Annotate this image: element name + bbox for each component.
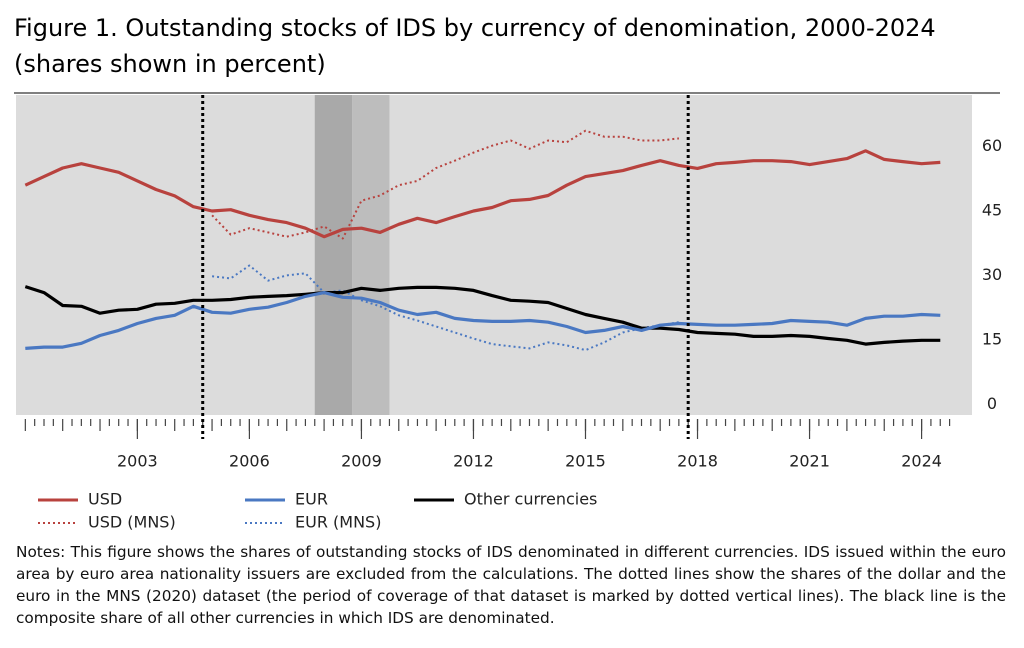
- x-tick-label: 2018: [677, 452, 718, 471]
- plot-background: [16, 95, 972, 415]
- y-tick-label: 15: [982, 329, 1002, 348]
- x-tick-label: 2003: [117, 452, 158, 471]
- shaded-period: [352, 95, 390, 415]
- x-tick-label: 2006: [229, 452, 270, 471]
- chart: Figure 1. Outstanding stocks of IDS by c…: [14, 14, 1002, 532]
- x-tick-label: 2021: [789, 452, 830, 471]
- legend-label: USD (MNS): [88, 513, 176, 532]
- x-tick-label: 2024: [901, 452, 942, 471]
- series-line: [24, 285, 941, 346]
- legend-label: USD: [88, 490, 122, 509]
- notes: Notes: This figure shows the shares of o…: [16, 543, 1006, 627]
- chart-title: Figure 1. Outstanding stocks of IDS by c…: [14, 14, 936, 42]
- y-tick-label: 60: [982, 136, 1002, 155]
- legend-label: Other currencies: [464, 490, 597, 509]
- legend-label: EUR (MNS): [295, 513, 381, 532]
- y-tick-label: 45: [982, 200, 1002, 219]
- y-tick-label: 0: [987, 394, 997, 413]
- chart-subtitle: (shares shown in percent): [14, 50, 326, 78]
- x-tick-label: 2012: [453, 452, 494, 471]
- y-tick-label: 30: [982, 265, 1002, 284]
- series-line: [211, 264, 680, 352]
- shaded-period: [314, 95, 353, 415]
- x-tick-label: 2009: [341, 452, 382, 471]
- series-line: [211, 129, 680, 240]
- series-line: [24, 149, 941, 239]
- x-tick-label: 2015: [565, 452, 606, 471]
- legend-label: EUR: [295, 490, 328, 509]
- series-line: [25, 291, 941, 350]
